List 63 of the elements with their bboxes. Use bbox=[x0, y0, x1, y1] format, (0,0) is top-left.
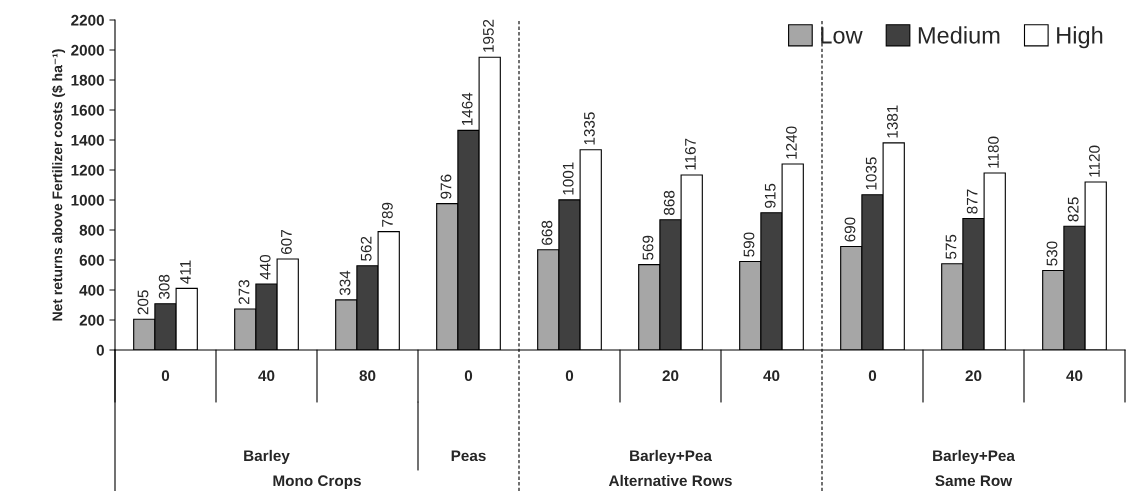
data-label: 1167 bbox=[684, 138, 696, 170]
data-label: 1035 bbox=[865, 157, 877, 190]
y-tick-label: 400 bbox=[79, 284, 104, 296]
y-tick-label: 1400 bbox=[71, 134, 104, 146]
data-label: 1464 bbox=[461, 92, 473, 126]
data-label: 1180 bbox=[987, 136, 999, 168]
data-label: 915 bbox=[764, 183, 776, 208]
y-tick-label: 1600 bbox=[71, 104, 104, 116]
data-label: 569 bbox=[642, 235, 654, 260]
data-label: 690 bbox=[844, 217, 856, 242]
data-label: 1120 bbox=[1088, 145, 1100, 177]
text: Mono Crops bbox=[273, 475, 361, 490]
data-label: 789 bbox=[381, 202, 393, 227]
data-label: 1001 bbox=[562, 162, 574, 195]
text: Peas bbox=[451, 450, 486, 462]
data-label: 590 bbox=[743, 232, 755, 257]
text: Barley+Pea bbox=[630, 449, 713, 465]
x-tick-label: 20 bbox=[662, 370, 679, 382]
y-axis-title: Net returns above Fertilizer costs ($ ha⁻¹) bbox=[51, 49, 66, 321]
data-label: 976 bbox=[440, 174, 452, 199]
data-label: 877 bbox=[966, 189, 978, 214]
data-label: 308 bbox=[158, 274, 170, 300]
data-label: 1335 bbox=[583, 112, 595, 145]
y-tick-label: 2200 bbox=[71, 14, 104, 26]
text: Barley bbox=[244, 449, 290, 465]
data-label: 205 bbox=[137, 290, 149, 315]
x-tick-label: 40 bbox=[1066, 370, 1083, 382]
data-label: 273 bbox=[238, 280, 250, 305]
x-tick-label: 0 bbox=[868, 370, 877, 382]
legend-label: High bbox=[1057, 26, 1103, 49]
data-label: 1240 bbox=[785, 126, 797, 159]
text: Same Row bbox=[935, 475, 1013, 487]
y-tick-label: 800 bbox=[79, 224, 104, 236]
data-label: 1952 bbox=[482, 19, 494, 52]
y-tick-label: 1000 bbox=[71, 194, 104, 206]
data-label: 334 bbox=[339, 270, 351, 296]
data-label: 825 bbox=[1067, 197, 1079, 222]
x-tick-label: 40 bbox=[763, 370, 780, 382]
text: Alternative Rows bbox=[608, 474, 732, 487]
x-tick-label: 0 bbox=[464, 370, 473, 382]
x-tick-label: 0 bbox=[565, 370, 574, 382]
y-tick-label: 0 bbox=[96, 344, 104, 356]
data-label: 411 bbox=[180, 260, 191, 284]
x-tick-label: 40 bbox=[258, 370, 275, 382]
data-label: 668 bbox=[541, 220, 553, 245]
y-tick-label: 1200 bbox=[71, 164, 104, 176]
data-label: 868 bbox=[663, 190, 675, 215]
data-label: 607 bbox=[280, 230, 292, 255]
y-tick-label: 200 bbox=[79, 314, 104, 326]
y-tick-label: 600 bbox=[79, 254, 104, 266]
data-label: 530 bbox=[1046, 241, 1058, 266]
x-tick-label: 0 bbox=[161, 370, 170, 382]
text: Barley+Pea bbox=[933, 449, 1016, 465]
x-tick-label: 20 bbox=[965, 370, 982, 382]
legend-label: Medium bbox=[918, 26, 1000, 44]
data-label: 440 bbox=[259, 254, 271, 280]
y-tick-label: 1800 bbox=[71, 74, 104, 86]
x-tick-label: 80 bbox=[359, 370, 376, 382]
data-label: 575 bbox=[945, 234, 957, 259]
y-tick-label: 2000 bbox=[71, 44, 104, 56]
data-label: 562 bbox=[360, 236, 372, 261]
data-label: 1381 bbox=[886, 105, 898, 138]
legend-label: Low bbox=[821, 27, 863, 44]
